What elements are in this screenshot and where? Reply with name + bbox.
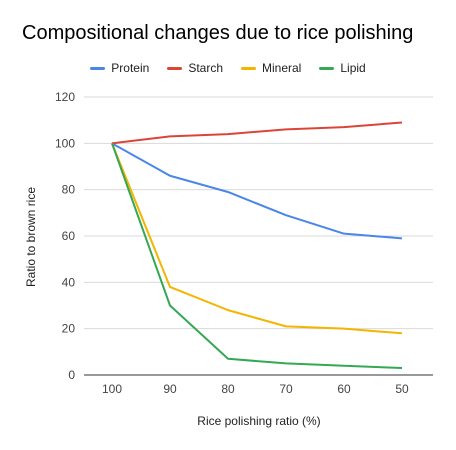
series-lines <box>111 121 403 370</box>
legend-swatch-mineral <box>241 66 256 70</box>
y-tick-label: 60 <box>62 229 76 243</box>
legend-swatch-starch <box>167 66 183 70</box>
y-tick-label: 20 <box>62 322 76 336</box>
x-tick-labels: 100 90 80 70 60 50 <box>102 382 409 396</box>
legend-label-protein: Protein <box>111 61 150 75</box>
legend-label-mineral: Mineral <box>262 61 302 75</box>
x-tick-label: 70 <box>279 382 293 396</box>
series-line-starch[interactable] <box>111 121 403 145</box>
y-tick-label: 100 <box>55 136 75 150</box>
x-tick-label: 90 <box>163 382 177 396</box>
series-line-mineral[interactable] <box>111 142 403 335</box>
y-tick-label: 80 <box>62 183 76 197</box>
legend-swatch-lipid <box>319 66 335 70</box>
legend-swatch-protein <box>90 66 106 70</box>
chart-title: Compositional changes due to rice polish… <box>22 22 414 44</box>
x-tick-label: 50 <box>395 382 409 396</box>
x-tick-label: 60 <box>337 382 351 396</box>
legend-item-starch[interactable]: Starch <box>167 61 223 75</box>
legend-item-lipid[interactable]: Lipid <box>319 61 366 75</box>
legend-item-mineral[interactable]: Mineral <box>241 61 301 75</box>
y-axis-title: Ratio to brown rice <box>24 187 38 287</box>
series-line-lipid[interactable] <box>111 142 403 370</box>
legend-label-starch: Starch <box>188 61 223 75</box>
x-tick-label: 100 <box>102 382 122 396</box>
y-tick-label: 40 <box>62 275 76 289</box>
y-tick-label: 120 <box>55 90 75 104</box>
y-tick-label: 0 <box>68 368 75 382</box>
y-tick-labels: 0 20 40 60 80 100 120 <box>55 90 75 382</box>
series-line-protein[interactable] <box>111 142 403 240</box>
legend-label-lipid: Lipid <box>340 61 366 75</box>
x-tick-label: 80 <box>221 382 235 396</box>
x-axis-title: Rice polishing ratio (%) <box>197 414 320 428</box>
legend-item-protein[interactable]: Protein <box>90 61 149 75</box>
legend: Protein Starch Mineral Lipid <box>0 61 456 75</box>
